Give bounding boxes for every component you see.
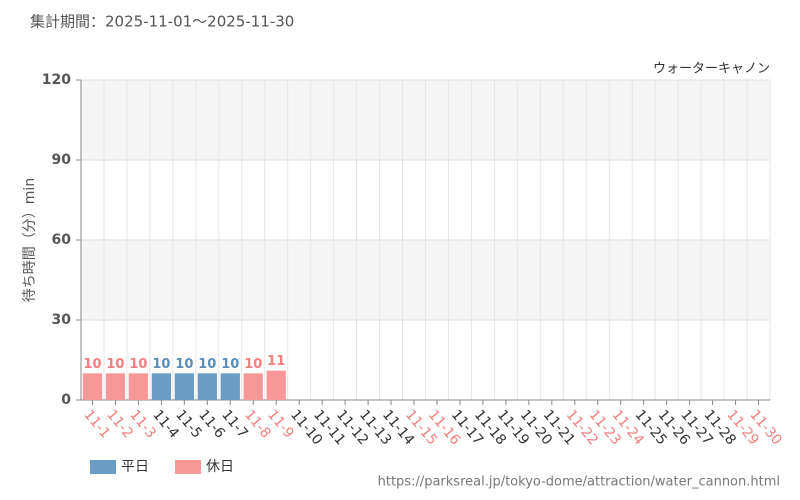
data-label: 10: [175, 357, 193, 372]
bar: [128, 373, 149, 400]
data-label: 10: [83, 357, 101, 372]
data-label: 10: [152, 357, 170, 372]
bar: [266, 370, 286, 400]
bar: [197, 373, 217, 400]
bar: [174, 373, 194, 400]
y-tick-label: 30: [52, 312, 72, 328]
data-label: 10: [221, 357, 239, 372]
data-label: 10: [198, 357, 216, 372]
data-label: 11: [267, 354, 285, 369]
bar: [105, 373, 126, 400]
source-url: https://parksreal.jp/tokyo-dome/attracti…: [378, 475, 780, 490]
y-tick-label: 0: [61, 392, 71, 408]
legend-label: 休日: [206, 459, 234, 475]
y-tick-label: 60: [52, 232, 72, 248]
bar: [220, 373, 240, 400]
data-label: 10: [129, 357, 147, 372]
bar: [243, 373, 263, 400]
data-label: 10: [244, 357, 262, 372]
bar: [82, 373, 103, 400]
chart-title: 集計期間：2025-11-01～2025-11-30: [30, 13, 294, 31]
y-tick-label: 90: [52, 152, 72, 168]
legend-swatch: [175, 460, 201, 474]
data-label: 10: [106, 357, 124, 372]
bar: [151, 373, 172, 400]
legend-swatch: [90, 460, 116, 474]
legend-label: 平日: [121, 459, 149, 475]
chart-subtitle: ウォーターキャノン: [653, 62, 770, 77]
y-tick-label: 120: [42, 72, 71, 88]
y-axis-label: 待ち時間（分）min: [22, 178, 38, 302]
